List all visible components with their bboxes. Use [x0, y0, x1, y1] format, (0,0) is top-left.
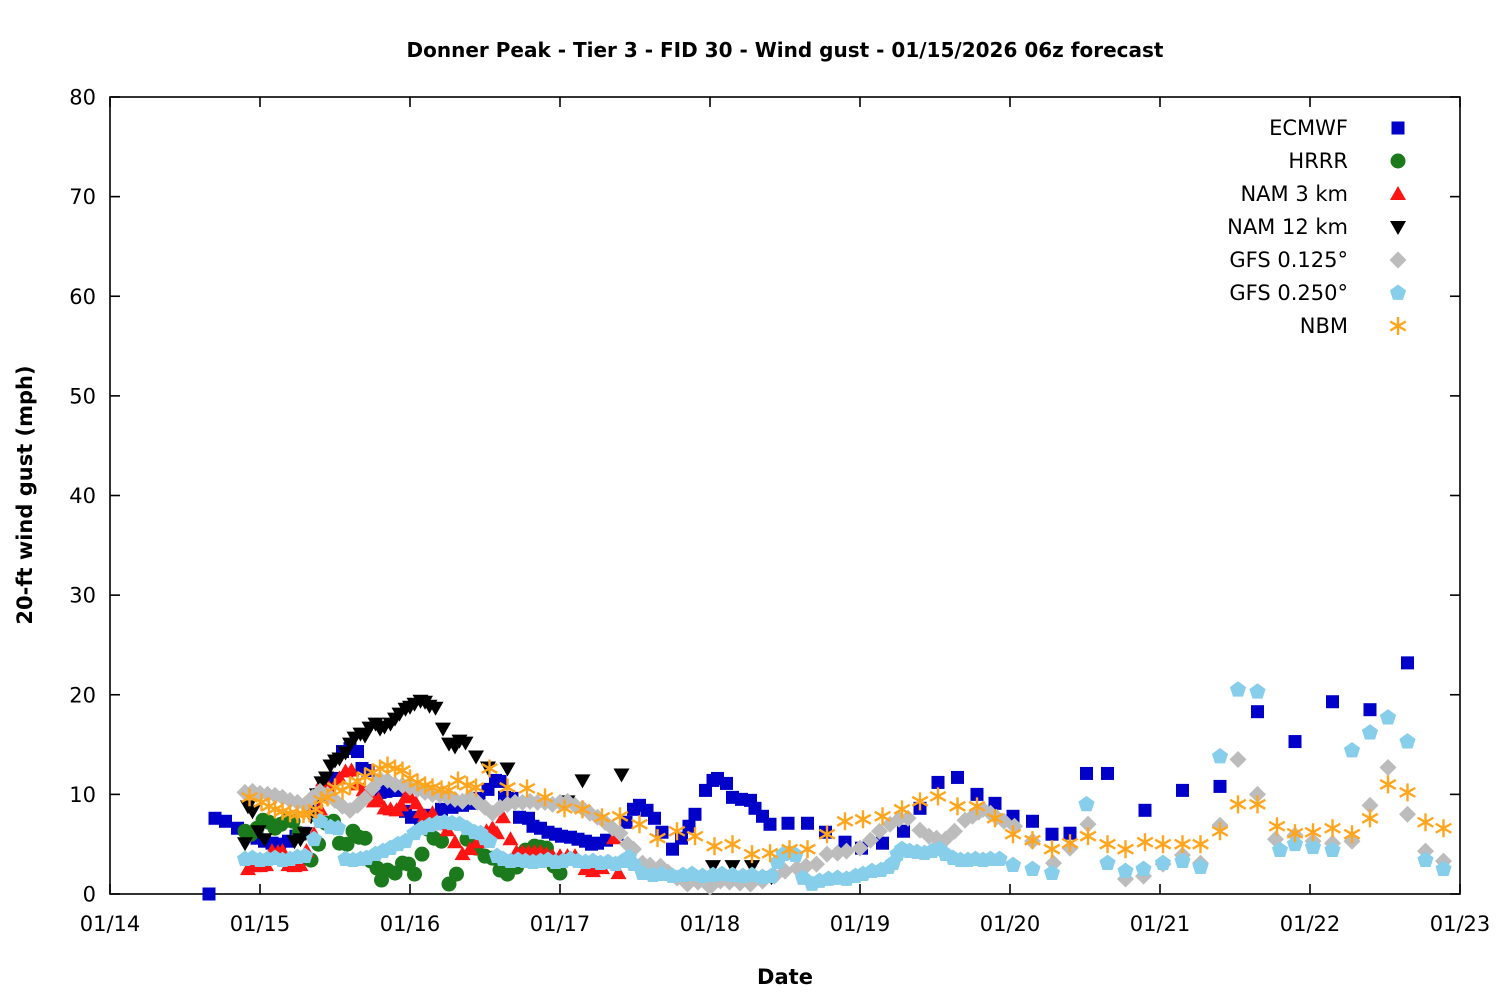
- x-tick-label: 01/23: [1430, 912, 1491, 936]
- series-gfs-0-250-: [236, 681, 1452, 891]
- x-axis-title: Date: [757, 965, 813, 989]
- legend-label: NBM: [1300, 314, 1348, 338]
- y-tick-label: 50: [69, 384, 96, 408]
- legend-marker-asterisk: [1389, 317, 1407, 335]
- legend-label: NAM 3 km: [1240, 182, 1348, 206]
- y-tick-label: 40: [69, 484, 96, 508]
- legend-entry-ecmwf: ECMWF: [1269, 116, 1405, 140]
- x-tick-label: 01/14: [80, 912, 141, 936]
- x-tick-labels: 01/14 01/15 01/16 01/17 01/18 01/19 01/20 01/21…: [80, 912, 1491, 936]
- legend-entry-hrrr: HRRR: [1288, 149, 1406, 173]
- legend-marker-square: [1391, 121, 1405, 135]
- y-tick-label: 80: [69, 86, 96, 110]
- x-tick-label: 01/21: [1130, 912, 1191, 936]
- legend: ECMWF HRRR NAM 3 km NAM 12 km GFS 0.125° GFS …: [1227, 116, 1407, 338]
- legend-marker-diamond: [1389, 251, 1407, 269]
- legend-entry-gfs-0-250-: GFS 0.250°: [1229, 281, 1407, 305]
- legend-marker-triangle-up: [1390, 186, 1406, 200]
- legend-entry-gfs-0-125-: GFS 0.125°: [1229, 248, 1407, 272]
- y-tick-label: 70: [69, 185, 96, 209]
- y-tick-label: 20: [69, 683, 96, 707]
- x-tick-label: 01/18: [680, 912, 741, 936]
- axis-ticks: [109, 96, 1461, 895]
- series-nbm: [241, 756, 1452, 864]
- x-tick-label: 01/15: [230, 912, 291, 936]
- y-tick-label: 10: [69, 783, 96, 807]
- x-tick-label: 01/16: [380, 912, 441, 936]
- legend-label: NAM 12 km: [1227, 215, 1348, 239]
- x-tick-label: 01/20: [980, 912, 1041, 936]
- legend-entry-nam-12-km: NAM 12 km: [1227, 215, 1406, 239]
- legend-marker-triangle-down: [1390, 221, 1406, 235]
- legend-label: ECMWF: [1269, 116, 1348, 140]
- legend-label: GFS 0.250°: [1229, 281, 1348, 305]
- data-series: [202, 656, 1452, 901]
- y-tick-label: 0: [83, 883, 96, 907]
- series-hrrr: [237, 812, 568, 892]
- legend-marker-pentagon: [1389, 284, 1407, 300]
- legend-entry-nbm: NBM: [1300, 314, 1407, 338]
- legend-marker-circle: [1390, 153, 1406, 169]
- legend-entry-nam-3-km: NAM 3 km: [1240, 182, 1406, 206]
- y-tick-label: 60: [69, 285, 96, 309]
- y-axis-title: 20-ft wind gust (mph): [13, 365, 37, 624]
- y-tick-labels: 0 10 20 30 40 50 60 70 80: [69, 86, 96, 907]
- legend-label: HRRR: [1288, 149, 1348, 173]
- x-tick-label: 01/22: [1280, 912, 1341, 936]
- chart-title: Donner Peak - Tier 3 - FID 30 - Wind gus…: [407, 38, 1164, 62]
- legend-label: GFS 0.125°: [1229, 248, 1348, 272]
- x-tick-label: 01/19: [830, 912, 891, 936]
- series-nam-12-km: [237, 694, 780, 886]
- x-tick-label: 01/17: [530, 912, 591, 936]
- y-tick-label: 30: [69, 584, 96, 608]
